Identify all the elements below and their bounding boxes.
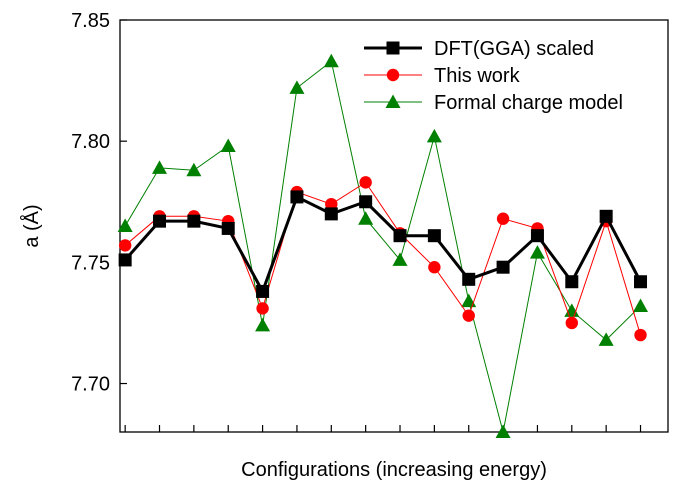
data-point-triangle <box>426 128 442 143</box>
data-point-square <box>393 229 407 243</box>
x-ticks <box>124 425 642 432</box>
data-point-square <box>530 229 544 243</box>
data-point-square <box>290 190 304 204</box>
data-point-square <box>153 214 167 228</box>
data-point-triangle <box>495 424 511 438</box>
data-point-square <box>462 272 476 286</box>
y-tick-label: 7.70 <box>71 374 110 396</box>
data-point-triangle <box>152 160 168 174</box>
data-point-circle <box>428 261 441 274</box>
data-point-square <box>634 275 648 289</box>
data-point-square <box>599 209 613 223</box>
data-point-circle <box>565 316 578 330</box>
plot-frame <box>119 19 669 433</box>
data-point-circle <box>118 239 132 252</box>
series-line <box>124 60 641 433</box>
data-point-square <box>359 195 373 209</box>
legend-label: Formal charge model <box>434 92 623 114</box>
data-point-circle <box>325 197 338 211</box>
data-point-triangle <box>529 245 545 259</box>
data-point-square <box>496 260 510 274</box>
data-point-circle <box>496 212 510 225</box>
data-point-triangle <box>220 138 236 153</box>
series-layer <box>117 53 649 438</box>
data-point-triangle <box>117 218 133 232</box>
x-axis-label: Configurations (increasing energy) <box>241 459 547 481</box>
data-point-triangle <box>392 252 408 266</box>
data-point-square <box>386 41 400 55</box>
data-point-circle <box>359 176 372 189</box>
data-point-triangle <box>186 162 202 177</box>
series-line <box>124 181 641 336</box>
y-tick-label: 7.75 <box>71 252 110 274</box>
data-point-triangle <box>564 303 580 317</box>
data-point-square <box>427 229 441 243</box>
data-point-square <box>256 284 270 298</box>
data-point-circle <box>386 68 400 82</box>
data-point-triangle <box>598 332 614 346</box>
legend-item: This work <box>364 65 521 87</box>
data-point-square <box>187 214 201 228</box>
y-tick-label: 7.85 <box>71 10 110 32</box>
data-point-square <box>324 207 338 221</box>
legend: DFT(GGA) scaled This work Formal charge mo… <box>364 38 623 114</box>
data-point-square <box>221 221 235 235</box>
data-point-square <box>565 275 579 289</box>
y-tick-label: 7.80 <box>71 131 110 153</box>
data-point-triangle <box>385 94 401 108</box>
data-point-circle <box>462 309 475 322</box>
series-line <box>124 194 642 296</box>
y-axis-label: a (Å) <box>20 204 43 247</box>
series-square <box>118 190 648 298</box>
data-point-triangle <box>255 317 271 332</box>
data-point-triangle <box>358 211 374 225</box>
data-point-square <box>118 253 132 267</box>
legend-label: This work <box>434 65 521 87</box>
legend-item: Formal charge model <box>364 92 623 114</box>
y-axis: 7.70 7.75 7.80 7.85 <box>71 10 127 396</box>
data-point-circle <box>634 328 647 342</box>
data-point-triangle <box>633 298 649 312</box>
data-point-triangle <box>323 53 339 68</box>
data-point-triangle <box>289 80 305 94</box>
legend-item: DFT(GGA) scaled <box>364 38 594 60</box>
legend-label: DFT(GGA) scaled <box>434 38 594 60</box>
data-point-circle <box>256 302 269 315</box>
series-triangle <box>117 53 649 438</box>
